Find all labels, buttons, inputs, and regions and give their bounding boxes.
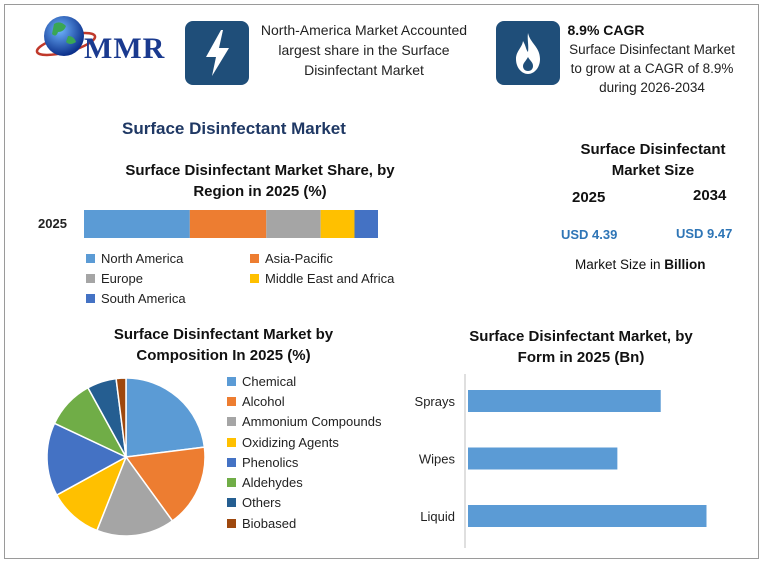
form-bar-sprays [468,390,661,412]
highlight-north-america-text: North-America Market Accounted largest s… [260,22,468,78]
pie-legend-item-ammonium-compounds: Ammonium Compounds [227,412,407,432]
legend-swatch [86,274,95,283]
lightning-icon-box [185,21,249,85]
legend-swatch [227,417,236,427]
legend-swatch [227,498,236,508]
legend-swatch [227,396,236,406]
value-2025: USD 4.39 [561,227,618,242]
legend-label: Others [242,495,282,511]
region-legend-item-europe: Europe [86,271,143,286]
market-size-unit: Market Size in Billion [575,257,706,272]
region-legend-item-asia-pacific: Asia-Pacific [250,251,333,266]
legend-label: Alcohol [242,393,285,409]
region-legend-item-north-america: North America [86,251,183,266]
form-tick-liquid: Liquid [420,509,455,524]
legend-swatch [227,376,236,386]
unit-bold: Billion [664,257,706,272]
legend-label: Phenolics [242,454,299,470]
pie-legend-item-others: Others [227,493,407,513]
legend-label: Ammonium Compounds [242,414,382,430]
legend-swatch [227,518,236,528]
pie-slice-alcohol [124,446,206,522]
legend-label: Europe [101,271,143,286]
pie-legend-item-oxidizing-agents: Oxidizing Agents [227,432,407,452]
flame-icon-box [496,21,560,85]
legend-swatch [227,437,236,447]
legend-label: South America [101,291,186,306]
pie-slice-ammonium-compounds [95,455,174,537]
logo-text: MMR [84,32,166,65]
form-tick-wipes: Wipes [419,452,456,467]
region-bar-middle-east-and-africa [320,210,355,238]
unit-prefix: Market Size in [575,257,665,272]
flame-icon [516,33,540,74]
lightning-icon [206,30,229,76]
infographic-frame [4,4,759,559]
legend-swatch [227,457,236,467]
form-bar-liquid [468,505,707,527]
legend-swatch [86,294,95,303]
composition-chart-title: Surface Disinfectant Market by Compositi… [113,326,334,364]
region-chart-title: Surface Disinfectant Market Share, by Re… [125,162,395,200]
pie-legend-item-aldehydes: Aldehydes [227,472,407,492]
pie-legend-item-phenolics: Phenolics [227,452,407,472]
cagr-title: 8.9% CAGR [567,22,645,38]
pie-legend-item-alcohol: Alcohol [227,391,407,411]
pie-legend-item-chemical: Chemical [227,371,407,391]
legend-swatch [250,254,259,263]
legend-label: Chemical [242,373,297,389]
form-chart-title: Surface Disinfectant Market, by Form in … [469,328,693,366]
legend-label: Oxidizing Agents [242,434,339,450]
legend-label: Aldehydes [242,475,303,491]
market-size-title: Surface Disinfectant Market Size [580,141,726,179]
legend-label: Biobased [242,515,297,531]
region-stacked-bar [84,210,378,238]
region-bar-north-america [84,210,190,238]
legend-label: Middle East and Africa [265,271,395,286]
composition-pie [46,377,206,537]
pie-legend-item-biobased: Biobased [227,513,407,533]
legend-label: North America [101,251,184,266]
form-tick-sprays: Sprays [415,394,456,409]
region-category-label: 2025 [38,216,67,231]
region-legend-item-south-america: South America [86,291,186,306]
logo: MMR [28,10,178,70]
legend-label: Asia-Pacific [265,251,333,266]
highlight-cagr-text: Surface Disinfectant Market to grow at a… [569,42,735,95]
pie-slice-phenolics [46,422,128,497]
region-bar-asia-pacific [189,210,267,238]
main-title: Surface Disinfectant Market [122,119,346,138]
form-bar-chart: Sprays Wipes Liquid [415,374,707,548]
region-bar-europe [266,210,321,238]
legend-swatch [86,254,95,263]
region-bar-south-america [354,210,378,238]
year-2025-label: 2025 [572,189,606,206]
value-2034: USD 9.47 [676,226,733,241]
legend-swatch [250,274,259,283]
year-2034-label: 2034 [693,187,727,204]
pie-slice-chemical [125,377,206,458]
globe-icon [35,16,97,57]
form-bar-wipes [468,447,618,470]
composition-legend: Chemical Alcohol Ammonium Compounds Oxidizi… [227,371,407,533]
region-legend-item-middle-east-and-africa: Middle East and Africa [250,271,394,286]
legend-swatch [227,478,236,488]
pie-slice-biobased [115,377,127,458]
